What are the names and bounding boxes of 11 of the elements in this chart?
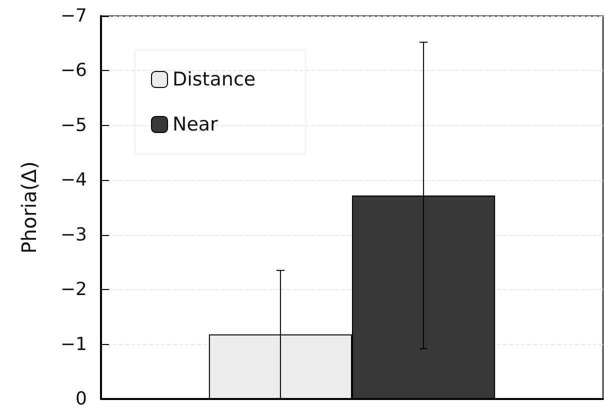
legend-label: Near: [172, 114, 218, 136]
y-axis-title: Phoria(Δ): [17, 161, 41, 254]
legend-label: Distance: [172, 68, 256, 90]
y-tick-label: −4: [60, 170, 87, 191]
y-tick-label: −3: [60, 224, 87, 246]
y-tick-label: −6: [60, 60, 87, 82]
y-tick-label: −5: [60, 114, 87, 136]
y-tick-label: −2: [60, 279, 87, 300]
y-tick-label: −1: [60, 334, 87, 355]
y-tick-label: −7: [60, 6, 87, 26]
y-tick-label: 0: [76, 388, 87, 408]
